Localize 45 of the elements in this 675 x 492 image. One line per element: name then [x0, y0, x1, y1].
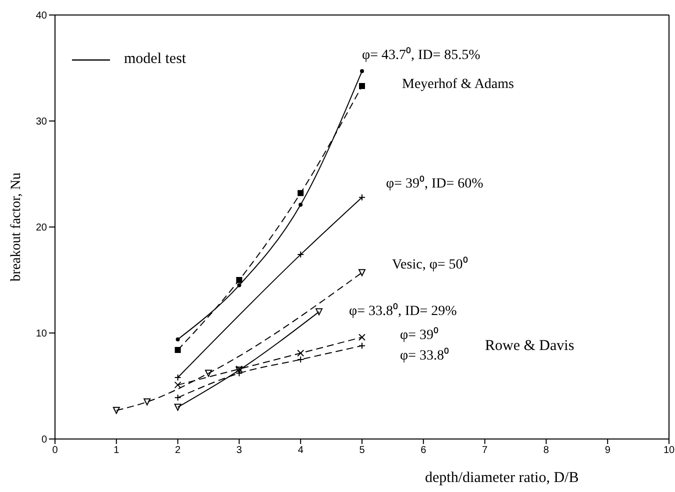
annotation: Rowe & Davis: [485, 338, 574, 355]
point: [176, 337, 180, 342]
point: [298, 202, 303, 207]
point: [144, 398, 151, 406]
x-axis-title: depth/diameter ratio, D/B: [425, 470, 579, 487]
y-axis-title: breakout factor, Nu: [8, 172, 24, 282]
series-label: Vesic, φ= 50⁰: [392, 256, 468, 273]
point: [237, 283, 242, 288]
x-tick-label: 0: [52, 445, 58, 456]
annotation: model test: [124, 51, 186, 68]
point: [174, 381, 182, 388]
x-tick-label: 2: [175, 445, 182, 456]
point: [174, 346, 181, 353]
y-tick-label: 40: [36, 10, 48, 22]
point: [358, 269, 366, 276]
text: φ= 39⁰: [400, 327, 438, 344]
series-label: φ= 43.7⁰, ID= 85.5%: [362, 47, 481, 64]
point: [174, 404, 182, 411]
x-tick-label: 7: [482, 445, 488, 456]
point: [316, 308, 323, 316]
series-label: φ= 33.8⁰, ID= 29%: [349, 302, 458, 319]
x-tick-label: 6: [420, 445, 427, 456]
y-tick-label: 0: [41, 434, 48, 446]
y-tick-label: 10: [36, 328, 48, 340]
x-tick-label: 9: [604, 445, 611, 456]
x-tick-label: 8: [543, 445, 550, 456]
y-tick-label: 30: [36, 116, 48, 128]
text: φ= 33.8⁰: [400, 348, 449, 364]
x-tick-label: 5: [359, 445, 366, 456]
point: [359, 83, 365, 90]
x-tick-label: 3: [236, 445, 242, 456]
x-tick-label: 1: [114, 445, 120, 456]
series-label: φ= 39⁰, ID= 60%: [386, 175, 484, 192]
point: [205, 370, 212, 377]
x-tick-label: 10: [663, 445, 675, 456]
point: [298, 190, 304, 196]
x-tick-label: 4: [298, 445, 304, 456]
point: [112, 406, 120, 414]
y-tick-label: 20: [36, 222, 48, 234]
point: [236, 277, 242, 283]
text: Meyerhof & Adams: [402, 77, 514, 92]
point: [360, 69, 364, 74]
point: [297, 350, 304, 357]
point: [358, 334, 366, 341]
point: [174, 394, 182, 402]
